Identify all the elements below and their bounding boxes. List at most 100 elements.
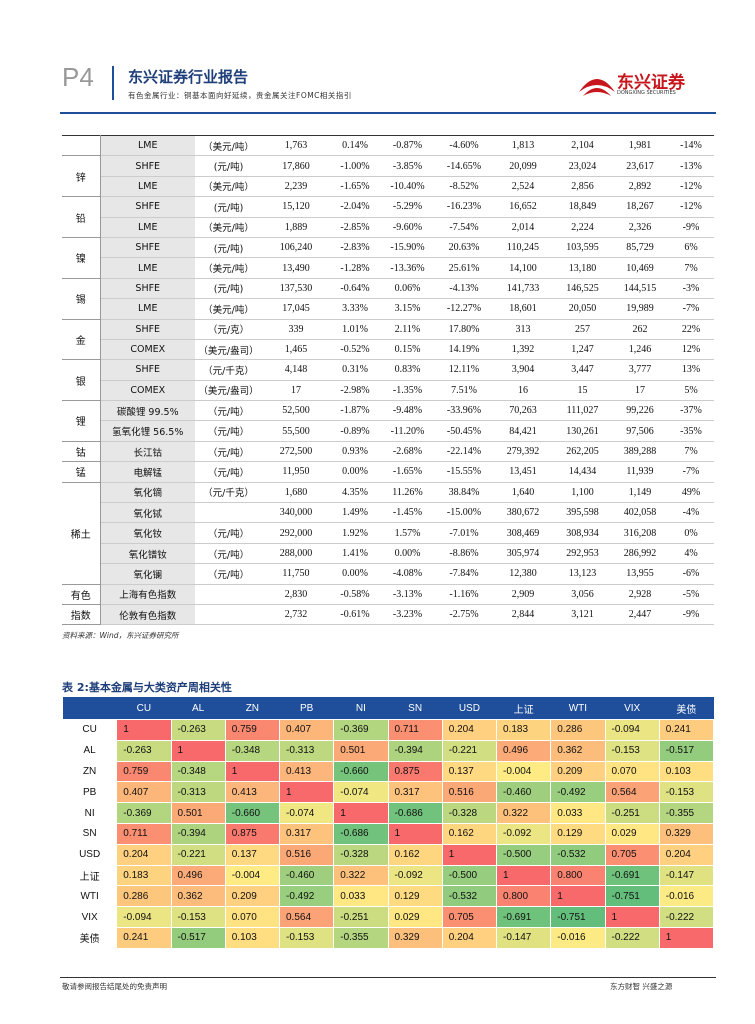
item-name: 氧化钕 <box>100 522 195 544</box>
cell: 110,245 <box>493 237 553 259</box>
cell: 4% <box>668 543 714 565</box>
divider <box>112 66 114 100</box>
cell: 130,261 <box>553 420 612 442</box>
cell: 11,939 <box>612 461 668 483</box>
heat-cell: -0.094 <box>604 719 660 741</box>
cell: -12% <box>668 176 714 198</box>
unit: （元/克） <box>195 319 262 340</box>
heat-cell: 0.496 <box>170 864 226 887</box>
cell: 2,856 <box>553 176 612 198</box>
group-label: 稀土 <box>62 482 101 585</box>
cell: 2,524 <box>493 176 553 198</box>
column-header: PB <box>279 697 334 720</box>
item-name: 电解锰 <box>100 461 195 483</box>
cell: 2.11% <box>380 319 435 340</box>
cell: -7.01% <box>435 522 493 544</box>
cell: 305,974 <box>493 543 553 565</box>
cell: -0.58% <box>330 584 380 605</box>
corner <box>62 697 117 720</box>
heat-cell: 0.322 <box>495 802 552 824</box>
cell: 0.31% <box>330 359 380 381</box>
cell: -4.60% <box>435 135 493 157</box>
heat-cell: 1 <box>550 885 606 908</box>
cell: 340,000 <box>262 502 330 524</box>
heat-cell: 0.209 <box>550 760 606 783</box>
cell: -1.35% <box>380 380 435 402</box>
cell: 1,465 <box>262 339 330 361</box>
group-label: 金 <box>62 319 101 361</box>
cell: 1,246 <box>612 339 668 361</box>
cell: -6% <box>668 563 714 585</box>
cell: -2.75% <box>435 604 493 626</box>
heat-cell: -0.369 <box>333 719 389 741</box>
cell: 7.51% <box>435 380 493 402</box>
heat-cell: -0.094 <box>116 906 172 928</box>
cell: 17,045 <box>262 298 330 320</box>
cell: 308,469 <box>493 522 553 544</box>
cell: -14.65% <box>435 155 493 177</box>
heat-cell: -0.500 <box>495 843 552 866</box>
cell: -2.04% <box>330 196 380 218</box>
cell: 2,014 <box>493 217 553 238</box>
cell: 3,121 <box>553 604 612 626</box>
table-row: 金 SHFE （元/克） 339 1.01% 2.11% 17.80% 313 257 262 22… <box>62 319 714 361</box>
heat-cell: 0.029 <box>604 822 660 845</box>
heat-cell: 0.875 <box>387 760 443 783</box>
heat-cell: 0.033 <box>550 802 606 824</box>
cell: 16,652 <box>493 196 553 218</box>
cell: 7% <box>668 441 714 463</box>
cell: 339 <box>262 319 330 340</box>
heat-cell: 0.362 <box>550 739 606 762</box>
cell: 4,148 <box>262 359 330 381</box>
footer-rule <box>60 977 716 978</box>
cell: 14,434 <box>553 461 612 483</box>
cell: 2,104 <box>553 135 612 157</box>
heat-cell: 0.413 <box>224 781 281 804</box>
cell: -4% <box>668 502 714 524</box>
table-row: 锂碳酸锂 99.5% （元/吨） 52,500 -1.87% -9.48% -33.96%… <box>62 400 714 442</box>
cell: 262,205 <box>553 441 612 463</box>
heat-cell: -0.153 <box>604 739 660 762</box>
heat-cell: 0.162 <box>441 822 498 845</box>
heat-cell: -0.153 <box>278 926 335 949</box>
cell: 308,934 <box>553 522 612 544</box>
column-header: 美债 <box>659 697 714 720</box>
cell: 2,830 <box>262 584 330 605</box>
heat-cell: 0.103 <box>658 760 715 783</box>
heat-cell: 0.029 <box>387 906 443 928</box>
item-name: LME <box>100 176 195 198</box>
heat-cell: -0.092 <box>387 864 443 887</box>
table-row: 有色 上海有色指数 2,830 -0.58% -3.13% -1.16% 2,909 3,05… <box>62 584 714 605</box>
cell: -7.84% <box>435 563 493 585</box>
table-row: 氢氧化锂 56.5% （元/吨） 55,500 -0.89% -11.20% -50.45… <box>62 420 714 442</box>
group-label: 锌 <box>62 155 101 198</box>
heat-cell: 0.407 <box>116 781 172 804</box>
cell: 16 <box>493 380 553 402</box>
cell: -37% <box>668 400 714 422</box>
cell: 13,451 <box>493 461 553 483</box>
cell: 4.35% <box>330 482 380 504</box>
cell: 6% <box>668 237 714 259</box>
heat-cell: -0.355 <box>658 802 715 824</box>
page-number: P4 <box>62 62 94 92</box>
correlation-table: CU AL ZN PB NI SN USD 上证 WTI VIX 美债 CU 1 -0.263 0.759… <box>61 697 715 949</box>
cell: 13% <box>668 359 714 381</box>
heat-cell: -0.492 <box>278 885 335 908</box>
cell: -1.00% <box>330 155 380 177</box>
cell: 0.83% <box>380 359 435 381</box>
heat-cell: 0.183 <box>116 864 172 887</box>
cell: 0.00% <box>330 461 380 483</box>
cell: 17,860 <box>262 155 330 177</box>
column-header: ZN <box>225 697 280 720</box>
item-name: LME <box>100 217 195 238</box>
table-row: ZN 0.759 -0.348 1 0.413 -0.660 0.875 0.137 -0.00… <box>61 760 715 783</box>
cell: 262 <box>612 319 668 340</box>
item-name: 伦敦有色指数 <box>100 604 195 626</box>
heat-cell: 1 <box>658 926 715 949</box>
table-row: 镍 SHFE (元/吨) 106,240 -2.83% -15.90% 20.63% 110,… <box>62 237 714 279</box>
heat-cell: 0.329 <box>387 926 443 949</box>
row-label: WTI <box>61 885 118 908</box>
cell: 15,120 <box>262 196 330 218</box>
heat-cell: -0.348 <box>224 739 281 762</box>
cell: -50.45% <box>435 420 493 442</box>
